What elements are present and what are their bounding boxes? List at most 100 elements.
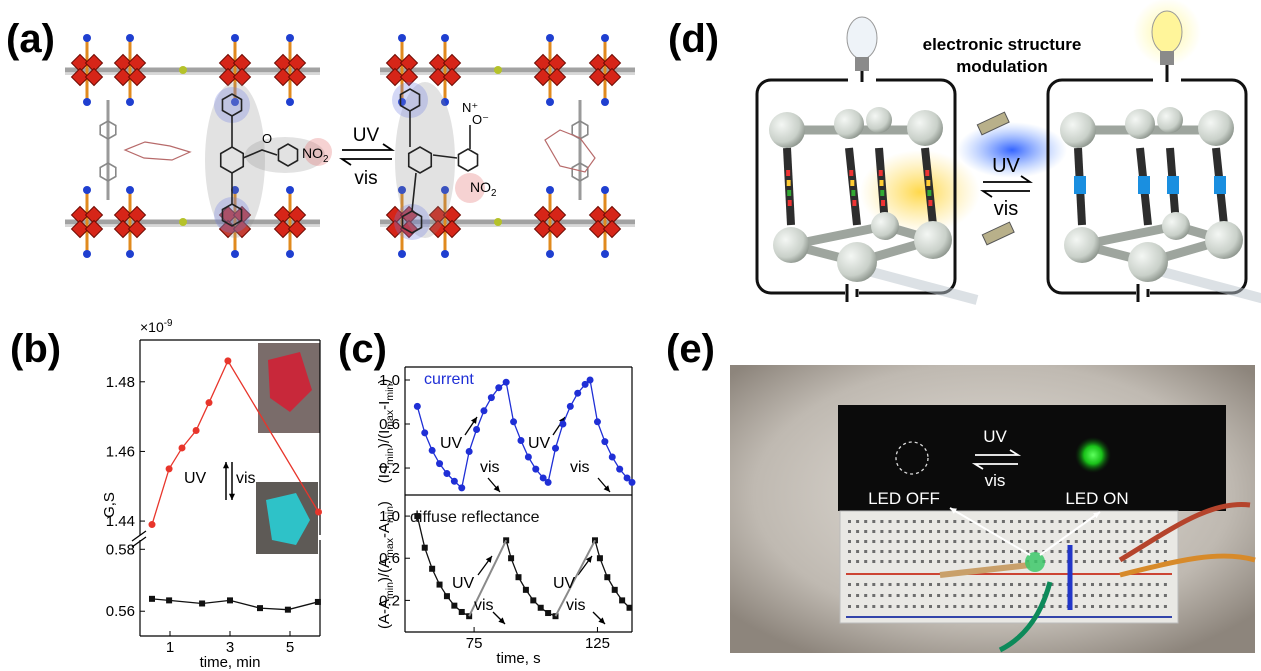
annotation: vis [566, 597, 586, 614]
atom [286, 34, 294, 42]
switch-unit [1074, 176, 1086, 194]
series-label: diffuse reflectance [410, 509, 540, 526]
data-line [506, 540, 555, 616]
switch-unit [787, 180, 791, 186]
node-sphere [1205, 221, 1243, 259]
hole [961, 594, 964, 597]
hole [978, 530, 981, 533]
hole [1140, 605, 1143, 608]
hole [1123, 530, 1126, 533]
hole [1164, 594, 1167, 597]
hole [872, 530, 875, 533]
data-point [436, 460, 443, 467]
data-point [616, 466, 623, 473]
data-point [459, 609, 465, 615]
hole [1010, 583, 1013, 586]
hole [897, 550, 900, 553]
hole [1123, 594, 1126, 597]
diagram-title: modulation [956, 57, 1048, 76]
hole [848, 550, 851, 553]
node-sphere [834, 109, 864, 139]
hole [913, 605, 916, 608]
hole [1051, 594, 1054, 597]
data-point [149, 521, 156, 528]
data-point [508, 555, 514, 561]
hole [1132, 594, 1135, 597]
hole [897, 520, 900, 523]
hole [905, 594, 908, 597]
hole [1123, 550, 1126, 553]
hole [1091, 583, 1094, 586]
reaction-label: UV [353, 125, 380, 146]
hole [1042, 530, 1045, 533]
hole [848, 540, 851, 543]
y-axis-label-part: )/(I [376, 430, 393, 448]
hole [1091, 540, 1094, 543]
atom [494, 66, 502, 74]
atom [126, 98, 134, 106]
hole [905, 583, 908, 586]
hole [856, 520, 859, 523]
hole [1034, 594, 1037, 597]
hole [929, 583, 932, 586]
hole [1051, 520, 1054, 523]
y-axis-label-part: min [384, 582, 396, 599]
data-point [516, 574, 522, 580]
hole [1075, 583, 1078, 586]
y-tick-label: 1.46 [106, 443, 135, 460]
hole [1132, 540, 1135, 543]
hole [994, 550, 997, 553]
hole [1051, 540, 1054, 543]
data-point [199, 600, 205, 606]
axis-multiplier-part: ×10 [140, 319, 164, 335]
switch-unit [879, 170, 883, 176]
guest-molecule [125, 142, 190, 160]
hole [945, 540, 948, 543]
hole [1156, 605, 1159, 608]
hole [1140, 520, 1143, 523]
switch-unit [850, 180, 854, 186]
hole [905, 605, 908, 608]
atom [83, 98, 91, 106]
data-point [166, 465, 173, 472]
data-point [619, 597, 625, 603]
data-point [612, 587, 618, 593]
hole [1115, 594, 1118, 597]
hole [1067, 520, 1070, 523]
hole [921, 605, 924, 608]
annotation: UV [553, 575, 576, 592]
hole [856, 594, 859, 597]
switch-unit [926, 180, 930, 186]
node-sphere [837, 242, 877, 282]
y-tick-label: 0.56 [106, 603, 135, 620]
hole [856, 583, 859, 586]
hole [978, 583, 981, 586]
hole [929, 530, 932, 533]
hole [970, 540, 973, 543]
switch-unit [927, 190, 931, 196]
hole [864, 540, 867, 543]
switch-unit [925, 170, 929, 176]
annotation: vis [570, 459, 590, 476]
hole [1059, 550, 1062, 553]
atom [546, 34, 554, 42]
y-axis-label: G,S [101, 492, 118, 518]
hole [905, 550, 908, 553]
hole [1075, 594, 1078, 597]
hole [897, 530, 900, 533]
node-sphere [769, 112, 805, 148]
data-point [538, 605, 544, 611]
atom [179, 66, 187, 74]
bulb [847, 17, 877, 59]
switch-unit [880, 190, 884, 196]
hole [1018, 530, 1021, 533]
figure: (a)(b)(c)(d)(e)ON⁺O⁻NO2NO2UVviselectroni… [0, 0, 1261, 671]
hole [1002, 520, 1005, 523]
hole [986, 520, 989, 523]
y-axis-label-part: (A-A [376, 599, 393, 629]
data-point [179, 444, 186, 451]
hole [945, 520, 948, 523]
hole [1034, 530, 1037, 533]
hole [1083, 560, 1086, 563]
hole [880, 594, 883, 597]
